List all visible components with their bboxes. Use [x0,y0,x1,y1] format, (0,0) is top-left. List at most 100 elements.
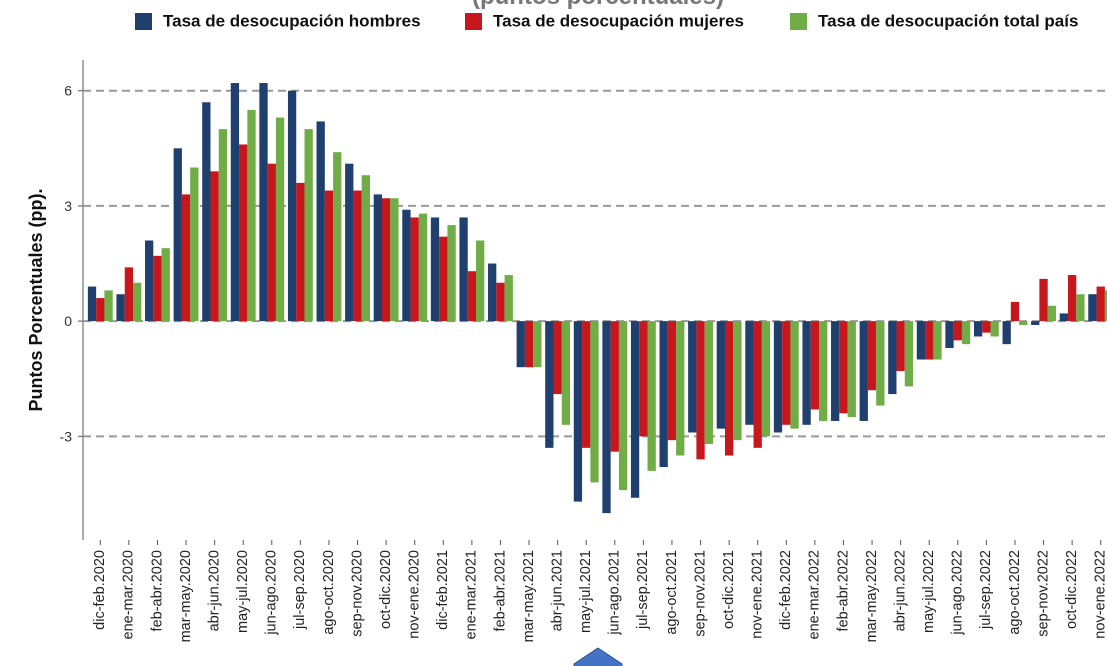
x-tick-label: ago-oct.2020 [321,550,337,635]
bar [733,321,742,441]
x-tick-label: ago-oct.2021 [664,550,680,635]
bar [582,321,591,448]
bar [933,321,942,360]
bar [504,275,513,322]
bar [859,321,868,421]
bar [1002,321,1011,345]
bar [96,298,105,322]
bar [961,321,971,345]
bar [410,217,419,322]
bar [802,321,811,425]
x-tick-label: jul-sep.2022 [978,550,994,630]
bar [247,109,256,322]
bar [476,240,485,322]
bar [659,321,668,468]
bar [439,236,448,322]
bar [124,267,134,322]
bar [1088,294,1097,322]
bar [990,321,999,337]
bar [1031,321,1040,325]
x-tick-label: ene-mar.2020 [121,550,137,639]
x-tick-label: feb-abr.2021 [492,550,508,631]
x-tick-label: jul-sep.2021 [635,550,651,630]
bar [459,217,468,322]
bar [676,321,685,456]
bar [418,213,428,322]
legend-swatch [135,13,152,30]
x-tick-label: may-jul.2021 [578,550,594,633]
bar [973,321,983,337]
bar [953,321,962,341]
bar [324,190,334,322]
x-tick-label: dic-feb.2020 [92,550,108,630]
y-tick-label: -3 [60,428,73,444]
bar [590,321,599,483]
bar [602,321,611,514]
bar [819,321,828,421]
x-tick-label: sep-nov.2020 [349,550,365,637]
bar [876,321,885,406]
bar [773,321,783,433]
bar [647,321,656,471]
x-tick-label: mar-may.2021 [521,550,537,642]
x-tick-label: feb-abr.2020 [149,550,165,631]
bar [753,321,762,448]
bar [496,282,505,322]
bar [267,163,276,322]
x-tick-label: jun-ago.2021 [607,550,623,636]
bar [524,321,534,368]
bar [867,321,877,391]
x-tick-label: ene-mar.2022 [807,550,823,639]
bar [782,321,791,425]
bar [373,194,382,322]
x-tick-label: nov-ene.2021 [750,550,766,639]
bar [447,225,456,322]
x-tick-label: mar-may.2022 [864,550,880,642]
bar [1019,321,1028,325]
bar [202,102,211,322]
bar [945,321,954,348]
bar [716,321,725,429]
bar [724,321,734,456]
bar [1039,278,1048,322]
bar [1096,286,1105,322]
bar [533,321,542,368]
x-tick-label: may-jul.2020 [235,550,251,633]
bar [345,163,354,322]
bar [839,321,848,414]
y-axis-label: Puntos Porcentuales (pp). [26,188,46,411]
x-tick-label: oct-dic.2020 [378,550,394,629]
bar [173,148,182,322]
bar [467,271,477,322]
bar [402,209,411,322]
x-tick-label: nov-ene.2020 [407,550,423,639]
bar [488,263,497,322]
bar [161,248,170,322]
x-tick-label: abr-jun.2020 [206,550,222,631]
bar [688,321,697,433]
x-tick-label: jun-ago.2020 [264,550,280,636]
bar [210,171,219,322]
bar [353,190,362,322]
x-tick-label: jun-ago.2022 [950,550,966,636]
bar [904,321,914,387]
x-tick-label: oct-dic.2022 [1064,550,1080,629]
bar [610,321,619,452]
bar [925,321,934,360]
bar [153,255,162,322]
bar [190,167,199,322]
x-tick-label: sep-nov.2021 [692,550,708,637]
legend-swatch [790,13,807,30]
bar [116,294,125,322]
x-tick-label: mar-may.2020 [178,550,194,642]
bar [1076,294,1085,322]
bar [810,321,820,410]
bar [888,321,897,395]
bar [516,321,525,368]
bar [1047,305,1056,322]
y-tick-label: 3 [64,198,72,214]
bar [745,321,754,425]
bar [982,321,991,333]
cursor-shape [573,647,623,666]
x-tick-label: jul-sep.2020 [292,550,308,630]
